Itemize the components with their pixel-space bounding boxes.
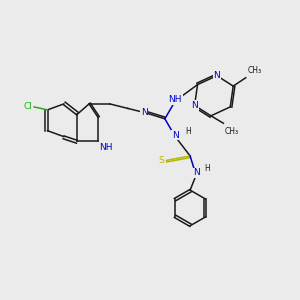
Text: N: N [214, 71, 220, 80]
Text: N: N [193, 168, 200, 177]
Text: Cl: Cl [23, 102, 32, 111]
Text: H: H [204, 164, 210, 173]
Text: NH: NH [99, 143, 112, 152]
Text: N: N [141, 108, 147, 117]
Text: NH: NH [169, 95, 182, 104]
Text: H: H [185, 127, 191, 136]
Text: N: N [172, 130, 178, 140]
Text: S: S [158, 156, 164, 165]
Text: CH₃: CH₃ [225, 127, 239, 136]
Text: N: N [191, 101, 198, 110]
Text: CH₃: CH₃ [247, 66, 261, 75]
